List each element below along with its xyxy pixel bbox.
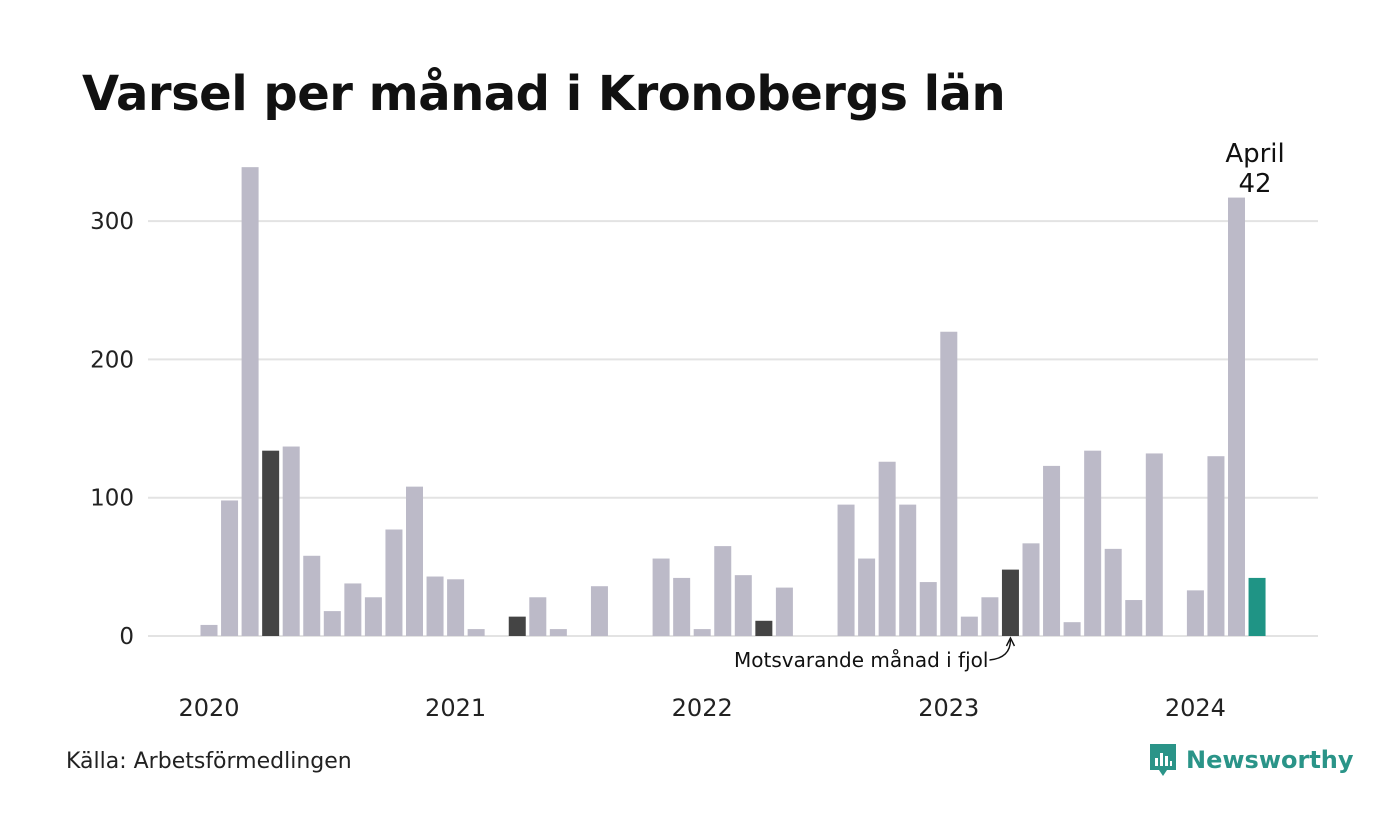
bar-2021-02 [467,629,485,636]
bar-2024-03 [1228,197,1245,637]
bar-2022-09 [858,558,876,636]
chart-title: Varsel per månad i Kronobergs län [82,66,1006,122]
bar-2023-06 [1043,465,1061,636]
bar-2024-04 [1248,577,1266,636]
bar-2021-08 [590,586,608,636]
bar-2023-09 [1104,548,1122,636]
annotation-text: Motsvarande månad i fjol [734,648,988,672]
bar-2022-11 [899,504,917,636]
bar-2022-01 [693,629,711,636]
bar-2023-10 [1125,600,1143,636]
bar-2020-10 [385,529,403,636]
bar-2023-04 [1001,569,1019,636]
x-tick-label: 2022 [672,694,733,722]
grid-lines [148,220,1318,637]
bar-2022-08 [837,504,855,636]
bars [200,167,1266,637]
x-tick-label: 2023 [918,694,979,722]
bar-2020-04 [262,450,280,636]
bar-2023-02 [960,616,978,636]
bar-2021-06 [549,629,567,636]
bar-2021-05 [529,597,547,636]
bar-2020-11 [406,486,423,636]
bar-2020-01 [200,624,218,636]
bar-2020-12 [426,576,444,636]
y-tick-label: 0 [119,624,134,650]
bar-2023-07 [1063,622,1081,636]
bar-2022-10 [878,461,896,636]
current-month-label: April [1225,139,1284,169]
bar-2020-02 [221,500,239,636]
bar-2024-02 [1207,456,1225,636]
bar-2022-02 [714,546,732,636]
bar-2021-04 [508,616,526,636]
annotation-arrow [989,639,1012,661]
bar-2020-06 [303,555,321,636]
x-tick-label: 2020 [178,694,239,722]
brand-name: Newsworthy [1186,746,1354,774]
y-tick-label: 100 [90,486,134,512]
bar-2020-08 [344,583,362,636]
bar-2023-05 [1022,543,1040,636]
bar-2020-03 [241,167,259,636]
bar-2024-01 [1186,590,1204,636]
current-value-label: 42 [1239,169,1272,199]
bar-2022-04 [755,620,773,636]
bar-2021-01 [447,579,465,636]
bar-2023-11 [1145,453,1163,636]
bar-2021-12 [673,577,691,636]
y-tick-label: 200 [90,347,134,373]
annotation-arrowhead [1005,636,1016,647]
x-tick-label: 2024 [1165,694,1226,722]
newsworthy-logo-icon [1150,744,1176,776]
brand-logo: Newsworthy [1148,742,1354,778]
bar-2023-08 [1084,450,1102,636]
y-tick-label: 300 [90,209,134,235]
bar-2022-05 [775,587,793,636]
x-tick-label: 2021 [425,694,486,722]
bar-2022-03 [734,575,752,636]
bar-2022-12 [919,582,937,636]
bar-2020-07 [323,611,341,636]
bar-2021-11 [652,558,670,636]
bar-2023-01 [940,331,958,636]
bar-2023-03 [981,597,999,636]
bar-2020-09 [364,597,382,636]
source-note: Källa: Arbetsförmedlingen [66,749,352,774]
bar-2020-05 [282,446,300,636]
